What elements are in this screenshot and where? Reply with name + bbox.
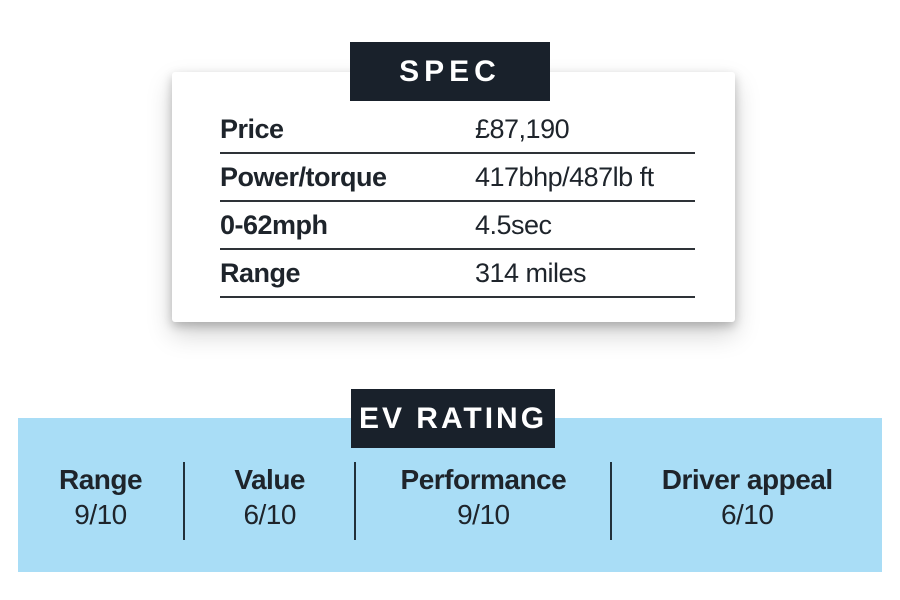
spec-row-power-torque: Power/torque 417bhp/487lb ft — [220, 154, 695, 202]
spec-row-range: Range 314 miles — [220, 250, 695, 298]
rating-label-value: Value — [234, 464, 306, 495]
ev-rating-header: EV RATING — [351, 389, 555, 448]
spec-card: Price £87,190 Power/torque 417bhp/487lb … — [172, 72, 735, 322]
spec-header: SPEC — [350, 42, 550, 101]
rating-label-performance: Performance — [400, 464, 567, 495]
rating-item-value: Value 6/10 — [185, 458, 354, 558]
rating-divider — [183, 462, 186, 540]
rating-item-driver-appeal: Driver appeal 6/10 — [612, 458, 882, 558]
rating-score-value: 6/10 — [243, 499, 296, 531]
rating-item-performance: Performance 9/10 — [356, 458, 610, 558]
rating-score-performance: 9/10 — [457, 499, 510, 531]
rating-divider — [354, 462, 357, 540]
spec-row-0-62mph: 0-62mph 4.5sec — [220, 202, 695, 250]
spec-value-price: £87,190 — [475, 113, 570, 144]
spec-table: Price £87,190 Power/torque 417bhp/487lb … — [220, 106, 695, 298]
spec-label-power-torque: Power/torque — [220, 161, 387, 192]
spec-value-0-62mph: 4.5sec — [475, 209, 552, 240]
rating-divider — [610, 462, 613, 540]
ev-rating-row: Range 9/10 Value 6/10 Performance 9/10 D… — [18, 458, 882, 558]
rating-label-range: Range — [58, 464, 143, 495]
rating-score-driver-appeal: 6/10 — [720, 499, 774, 531]
spec-label-range: Range — [220, 257, 301, 288]
spec-value-range: 314 miles — [475, 257, 587, 288]
rating-label-driver-appeal: Driver appeal — [661, 464, 833, 495]
spec-label-price: Price — [220, 113, 284, 144]
rating-score-range: 9/10 — [74, 499, 127, 531]
spec-label-0-62mph: 0-62mph — [220, 209, 328, 240]
rating-item-range: Range 9/10 — [18, 458, 183, 558]
spec-value-power-torque: 417bhp/487lb ft — [475, 161, 654, 192]
spec-row-price: Price £87,190 — [220, 106, 695, 154]
